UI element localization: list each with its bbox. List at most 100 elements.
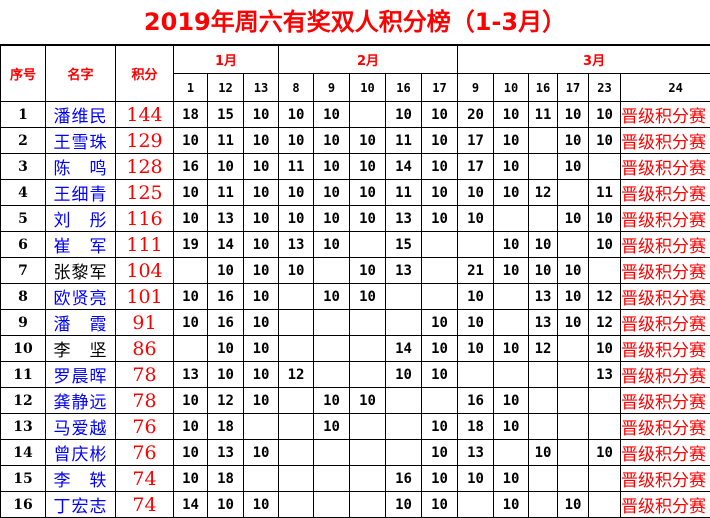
- cell-points[interactable]: 13: [208, 440, 244, 466]
- cell-name[interactable]: 罗晨晖: [46, 362, 116, 388]
- cell-points[interactable]: [314, 492, 350, 518]
- cell-seq[interactable]: 13: [1, 414, 46, 440]
- cell-points[interactable]: [314, 440, 350, 466]
- cell-points[interactable]: 10: [494, 232, 529, 258]
- cell-points[interactable]: [422, 258, 458, 284]
- cell-points[interactable]: 10: [558, 206, 589, 232]
- cell-points[interactable]: [589, 466, 621, 492]
- cell-points[interactable]: 10: [279, 206, 314, 232]
- cell-points[interactable]: 10: [314, 414, 350, 440]
- cell-seq[interactable]: 11: [1, 362, 46, 388]
- cell-points[interactable]: 10: [208, 336, 244, 362]
- cell-points[interactable]: 10: [244, 310, 279, 336]
- cell-score[interactable]: 76: [116, 440, 174, 466]
- cell-points[interactable]: [244, 466, 279, 492]
- cell-points[interactable]: [529, 362, 558, 388]
- cell-points[interactable]: [529, 388, 558, 414]
- cell-points[interactable]: 10: [244, 180, 279, 206]
- cell-points[interactable]: 10: [279, 128, 314, 154]
- cell-points[interactable]: 10: [350, 258, 386, 284]
- cell-points[interactable]: [279, 336, 314, 362]
- cell-points[interactable]: 10: [558, 128, 589, 154]
- cell-points[interactable]: [174, 336, 208, 362]
- cell-points[interactable]: 13: [589, 362, 621, 388]
- cell-points[interactable]: 16: [386, 466, 422, 492]
- cell-status[interactable]: 晋级积分赛: [621, 336, 710, 362]
- cell-points[interactable]: 10: [422, 206, 458, 232]
- cell-score[interactable]: 74: [116, 492, 174, 518]
- cell-points[interactable]: 13: [458, 440, 494, 466]
- cell-points[interactable]: 12: [589, 310, 621, 336]
- cell-points[interactable]: [386, 310, 422, 336]
- cell-score[interactable]: 129: [116, 128, 174, 154]
- cell-points[interactable]: [279, 310, 314, 336]
- cell-score[interactable]: 111: [116, 232, 174, 258]
- cell-points[interactable]: 11: [208, 180, 244, 206]
- cell-points[interactable]: [386, 440, 422, 466]
- cell-points[interactable]: 10: [244, 362, 279, 388]
- cell-points[interactable]: 10: [458, 180, 494, 206]
- cell-points[interactable]: [350, 466, 386, 492]
- cell-points[interactable]: 10: [589, 232, 621, 258]
- cell-points[interactable]: 10: [244, 102, 279, 128]
- cell-seq[interactable]: 2: [1, 128, 46, 154]
- cell-points[interactable]: [529, 492, 558, 518]
- cell-points[interactable]: 10: [174, 466, 208, 492]
- cell-points[interactable]: 21: [458, 258, 494, 284]
- cell-name[interactable]: 陈 鸣: [46, 154, 116, 180]
- cell-points[interactable]: 10: [314, 206, 350, 232]
- header-day[interactable]: 16: [529, 74, 558, 102]
- cell-status[interactable]: 晋级积分赛: [621, 180, 710, 206]
- cell-points[interactable]: [350, 414, 386, 440]
- cell-points[interactable]: [529, 466, 558, 492]
- cell-points[interactable]: [279, 440, 314, 466]
- cell-points[interactable]: 12: [208, 388, 244, 414]
- cell-points[interactable]: 10: [350, 206, 386, 232]
- cell-seq[interactable]: 4: [1, 180, 46, 206]
- cell-points[interactable]: 16: [174, 154, 208, 180]
- cell-status[interactable]: 晋级积分赛: [621, 414, 710, 440]
- cell-points[interactable]: 10: [208, 362, 244, 388]
- cell-points[interactable]: 16: [208, 284, 244, 310]
- cell-points[interactable]: [458, 492, 494, 518]
- cell-points[interactable]: 10: [422, 440, 458, 466]
- cell-points[interactable]: [422, 284, 458, 310]
- cell-seq[interactable]: 16: [1, 492, 46, 518]
- cell-points[interactable]: 17: [458, 154, 494, 180]
- cell-points[interactable]: 11: [208, 128, 244, 154]
- header-day[interactable]: 9: [458, 74, 494, 102]
- cell-seq[interactable]: 8: [1, 284, 46, 310]
- cell-points[interactable]: 10: [422, 310, 458, 336]
- cell-points[interactable]: [244, 414, 279, 440]
- cell-points[interactable]: 10: [350, 284, 386, 310]
- cell-points[interactable]: 13: [174, 362, 208, 388]
- cell-points[interactable]: 10: [244, 232, 279, 258]
- cell-points[interactable]: [558, 232, 589, 258]
- cell-score[interactable]: 144: [116, 102, 174, 128]
- cell-points[interactable]: [589, 414, 621, 440]
- cell-points[interactable]: [350, 492, 386, 518]
- cell-points[interactable]: 13: [529, 284, 558, 310]
- cell-status[interactable]: 晋级积分赛: [621, 362, 710, 388]
- header-day[interactable]: 1: [174, 74, 208, 102]
- cell-points[interactable]: [458, 232, 494, 258]
- header-day[interactable]: 8: [279, 74, 314, 102]
- header-day[interactable]: 24: [621, 74, 710, 102]
- cell-score[interactable]: 78: [116, 388, 174, 414]
- cell-seq[interactable]: 15: [1, 466, 46, 492]
- header-day[interactable]: 10: [494, 74, 529, 102]
- header-month-mar[interactable]: 3月: [458, 46, 710, 74]
- header-seq[interactable]: 序号: [1, 46, 46, 102]
- cell-score[interactable]: 116: [116, 206, 174, 232]
- header-name[interactable]: 名字: [46, 46, 116, 102]
- cell-points[interactable]: 10: [314, 284, 350, 310]
- cell-points[interactable]: 10: [458, 336, 494, 362]
- cell-seq[interactable]: 12: [1, 388, 46, 414]
- cell-points[interactable]: 14: [208, 232, 244, 258]
- cell-points[interactable]: 10: [494, 466, 529, 492]
- cell-points[interactable]: 10: [422, 102, 458, 128]
- cell-score[interactable]: 78: [116, 362, 174, 388]
- header-day[interactable]: 23: [589, 74, 621, 102]
- cell-points[interactable]: 10: [350, 388, 386, 414]
- cell-points[interactable]: 10: [314, 128, 350, 154]
